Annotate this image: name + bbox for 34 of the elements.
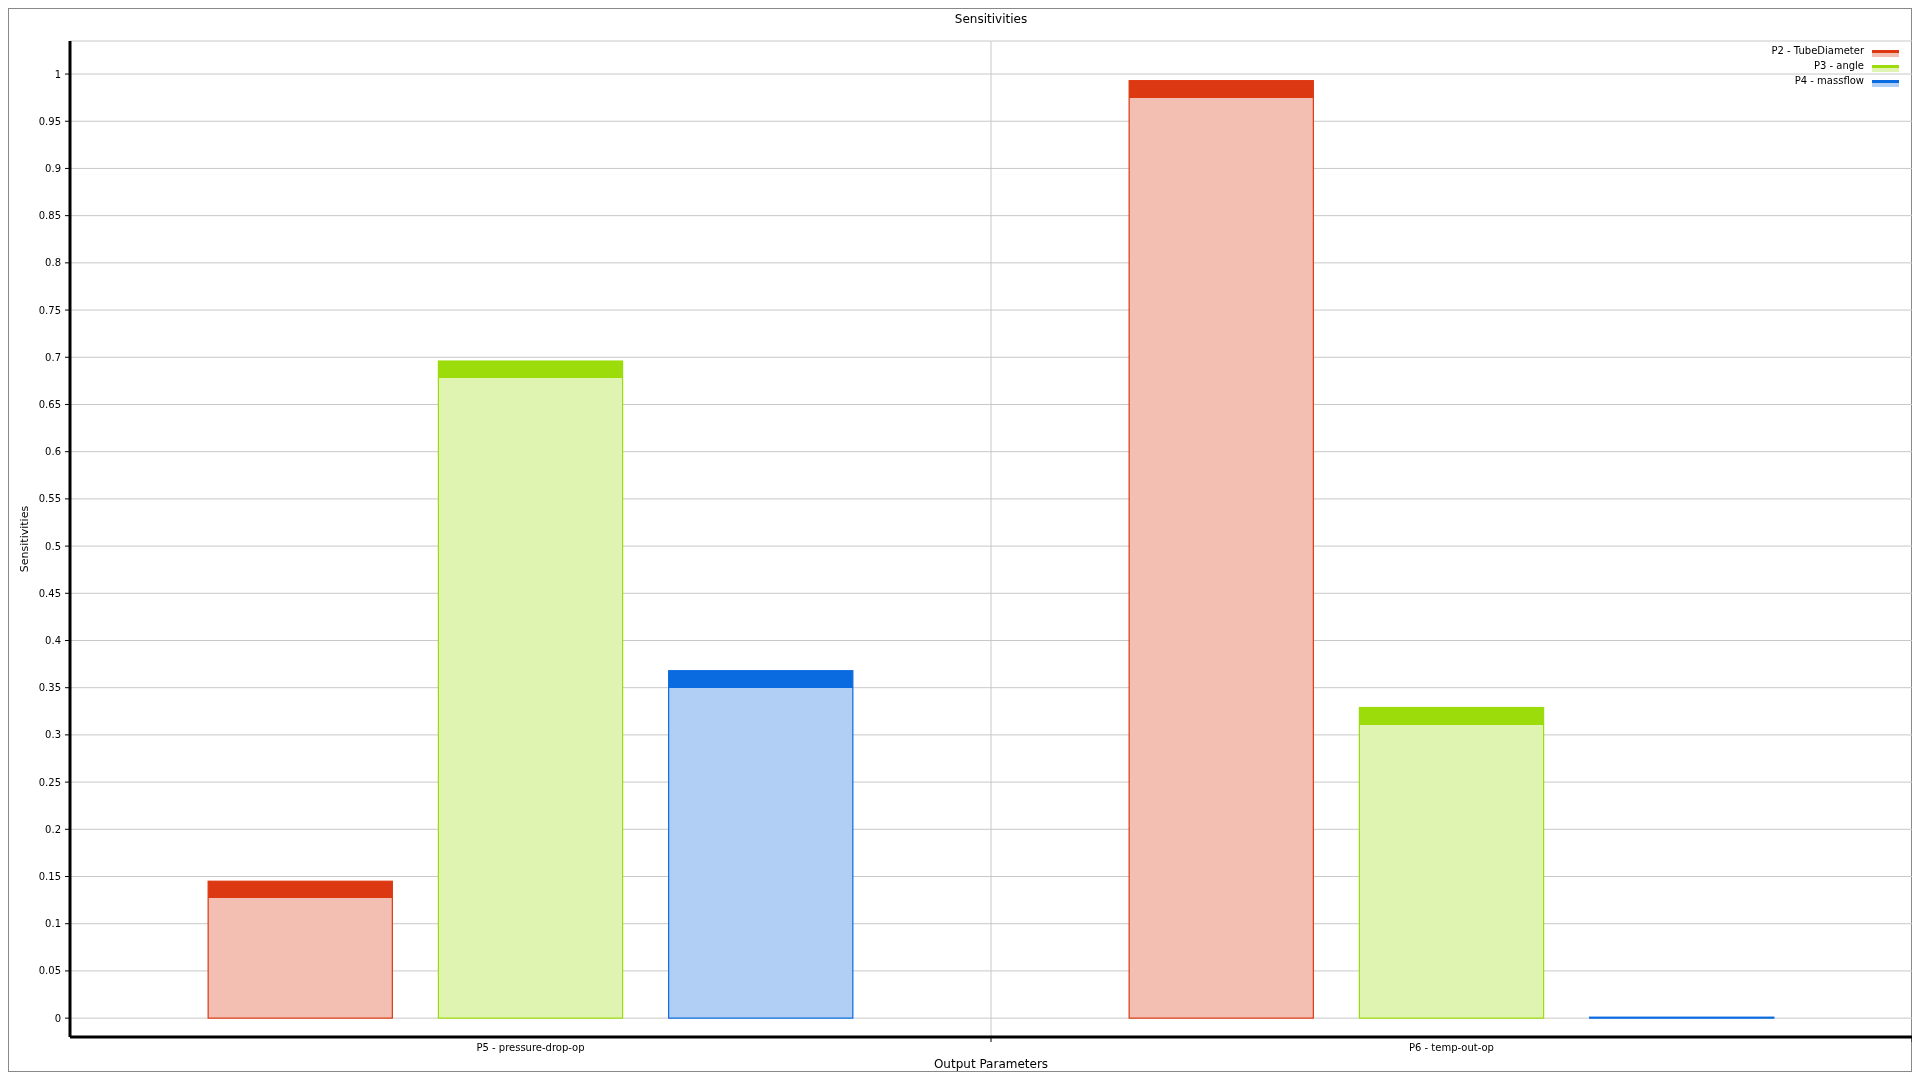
legend-label: P3 - angle [1813, 60, 1864, 71]
x-axis-title: Output Parameters [933, 1057, 1049, 1071]
y-tick-label: 0.6 [45, 446, 61, 458]
y-tick-label: 0 [54, 1012, 61, 1024]
chart-title: Sensitivities [954, 12, 1028, 26]
bar [207, 880, 393, 1019]
y-tick-label: 0.35 [38, 682, 61, 694]
y-tick-label: 0.25 [38, 776, 61, 788]
y-tick-label: 0.5 [45, 540, 61, 552]
y-tick-label: 0.65 [38, 398, 61, 410]
bar [668, 670, 854, 1019]
y-tick-label: 0.8 [45, 257, 61, 269]
y-tick-label: 0.15 [38, 871, 61, 883]
y-tick-label: 0.95 [38, 115, 61, 127]
y-tick-label: 1 [54, 68, 61, 80]
y-tick-label: 0.05 [38, 965, 61, 977]
y-tick-label: 0.2 [45, 823, 61, 835]
x-tick-label: P6 - temp-out-op [1409, 1042, 1494, 1053]
bar [437, 360, 624, 1019]
bar [1358, 706, 1545, 1019]
legend-label: P2 - TubeDiameter [1771, 45, 1865, 56]
y-tick-label: 0.45 [38, 587, 61, 599]
y-tick-label: 0.9 [45, 162, 61, 174]
y-tick-label: 0.4 [45, 634, 61, 646]
y-axis-title: Sensitivities [18, 505, 31, 573]
y-tick-label: 0.3 [45, 729, 61, 741]
y-tick-label: 0.55 [38, 493, 61, 505]
bar [1128, 80, 1314, 1019]
y-tick-label: 0.1 [45, 918, 61, 930]
y-tick-label: 0.7 [45, 351, 61, 363]
x-tick-label: P5 - pressure-drop-op [476, 1042, 585, 1053]
y-tick-label: 0.85 [38, 210, 61, 222]
y-tick-label: 0.75 [38, 304, 61, 316]
legend-label: P4 - massflow [1794, 75, 1864, 86]
